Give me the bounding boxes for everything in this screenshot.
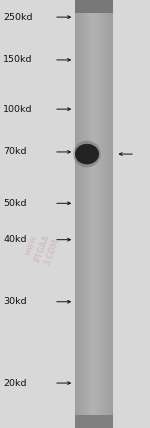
Bar <box>98 0 99 428</box>
Text: 30kd: 30kd <box>3 297 27 306</box>
Bar <box>75 0 112 13</box>
Bar <box>102 0 103 428</box>
Bar <box>90 0 91 428</box>
Bar <box>95 0 96 428</box>
Bar <box>97 0 98 428</box>
Bar <box>99 0 100 428</box>
Bar <box>85 0 86 428</box>
Bar <box>103 0 104 428</box>
Bar <box>93 0 94 428</box>
Text: www.
PTGAA
3.COM: www. PTGAA 3.COM <box>22 229 62 267</box>
Ellipse shape <box>73 141 101 167</box>
Bar <box>108 0 109 428</box>
Bar <box>96 0 97 428</box>
Bar <box>87 0 88 428</box>
Bar <box>111 0 112 428</box>
Bar <box>105 0 106 428</box>
Bar <box>92 0 93 428</box>
Text: 20kd: 20kd <box>3 378 27 388</box>
Text: 150kd: 150kd <box>3 55 33 65</box>
Bar <box>107 0 108 428</box>
Bar <box>109 0 110 428</box>
Bar <box>84 0 85 428</box>
Text: 70kd: 70kd <box>3 147 27 157</box>
Bar <box>106 0 107 428</box>
Text: 40kd: 40kd <box>3 235 27 244</box>
Text: 50kd: 50kd <box>3 199 27 208</box>
Bar <box>81 0 82 428</box>
Bar <box>89 0 90 428</box>
Ellipse shape <box>75 144 99 164</box>
Bar <box>100 0 101 428</box>
Bar <box>78 0 79 428</box>
Bar <box>80 0 81 428</box>
Bar <box>91 0 92 428</box>
Bar <box>101 0 102 428</box>
Text: 250kd: 250kd <box>3 12 33 22</box>
Bar <box>88 0 89 428</box>
Bar <box>82 0 83 428</box>
Bar <box>76 0 77 428</box>
Bar <box>94 0 95 428</box>
Text: 100kd: 100kd <box>3 104 33 114</box>
Bar <box>75 0 76 428</box>
Bar <box>110 0 111 428</box>
Bar <box>86 0 87 428</box>
Bar <box>104 0 105 428</box>
Bar <box>79 0 80 428</box>
Bar <box>77 0 78 428</box>
Bar <box>83 0 84 428</box>
Bar <box>75 415 112 428</box>
